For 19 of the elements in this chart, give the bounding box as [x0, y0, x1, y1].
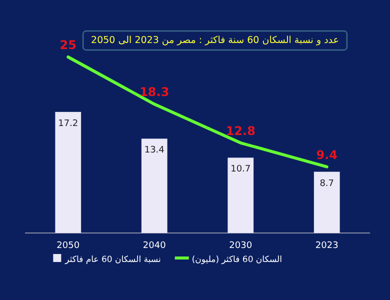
data-label: 13.4: [144, 146, 165, 156]
data-label: 8.7: [320, 178, 334, 189]
legend-label: السكان 60 فاكثر (مليون): [192, 255, 282, 265]
x-tick-label: 2030: [229, 241, 252, 251]
data-label: 10.7: [230, 164, 251, 175]
data-label: 9.4: [316, 148, 338, 162]
x-tick-label: 2050: [56, 241, 80, 251]
data-label: 25: [60, 38, 76, 52]
x-tick-label: 2023: [315, 241, 338, 251]
legend-label: نسبة السكان 60 عام فاكثر: [64, 255, 161, 265]
chart-title: عدد و نسبة السكان 60 سنة فاكثر : مصر من 2023 الى 2050: [91, 35, 339, 46]
x-tick-label: 2040: [142, 241, 166, 251]
bar: [141, 138, 168, 233]
bar: [314, 172, 340, 233]
data-label: 17.2: [58, 118, 78, 129]
bar: [55, 112, 82, 233]
data-label: 12.8: [226, 124, 256, 138]
bar: [228, 158, 254, 233]
data-label: 18.3: [140, 85, 170, 100]
